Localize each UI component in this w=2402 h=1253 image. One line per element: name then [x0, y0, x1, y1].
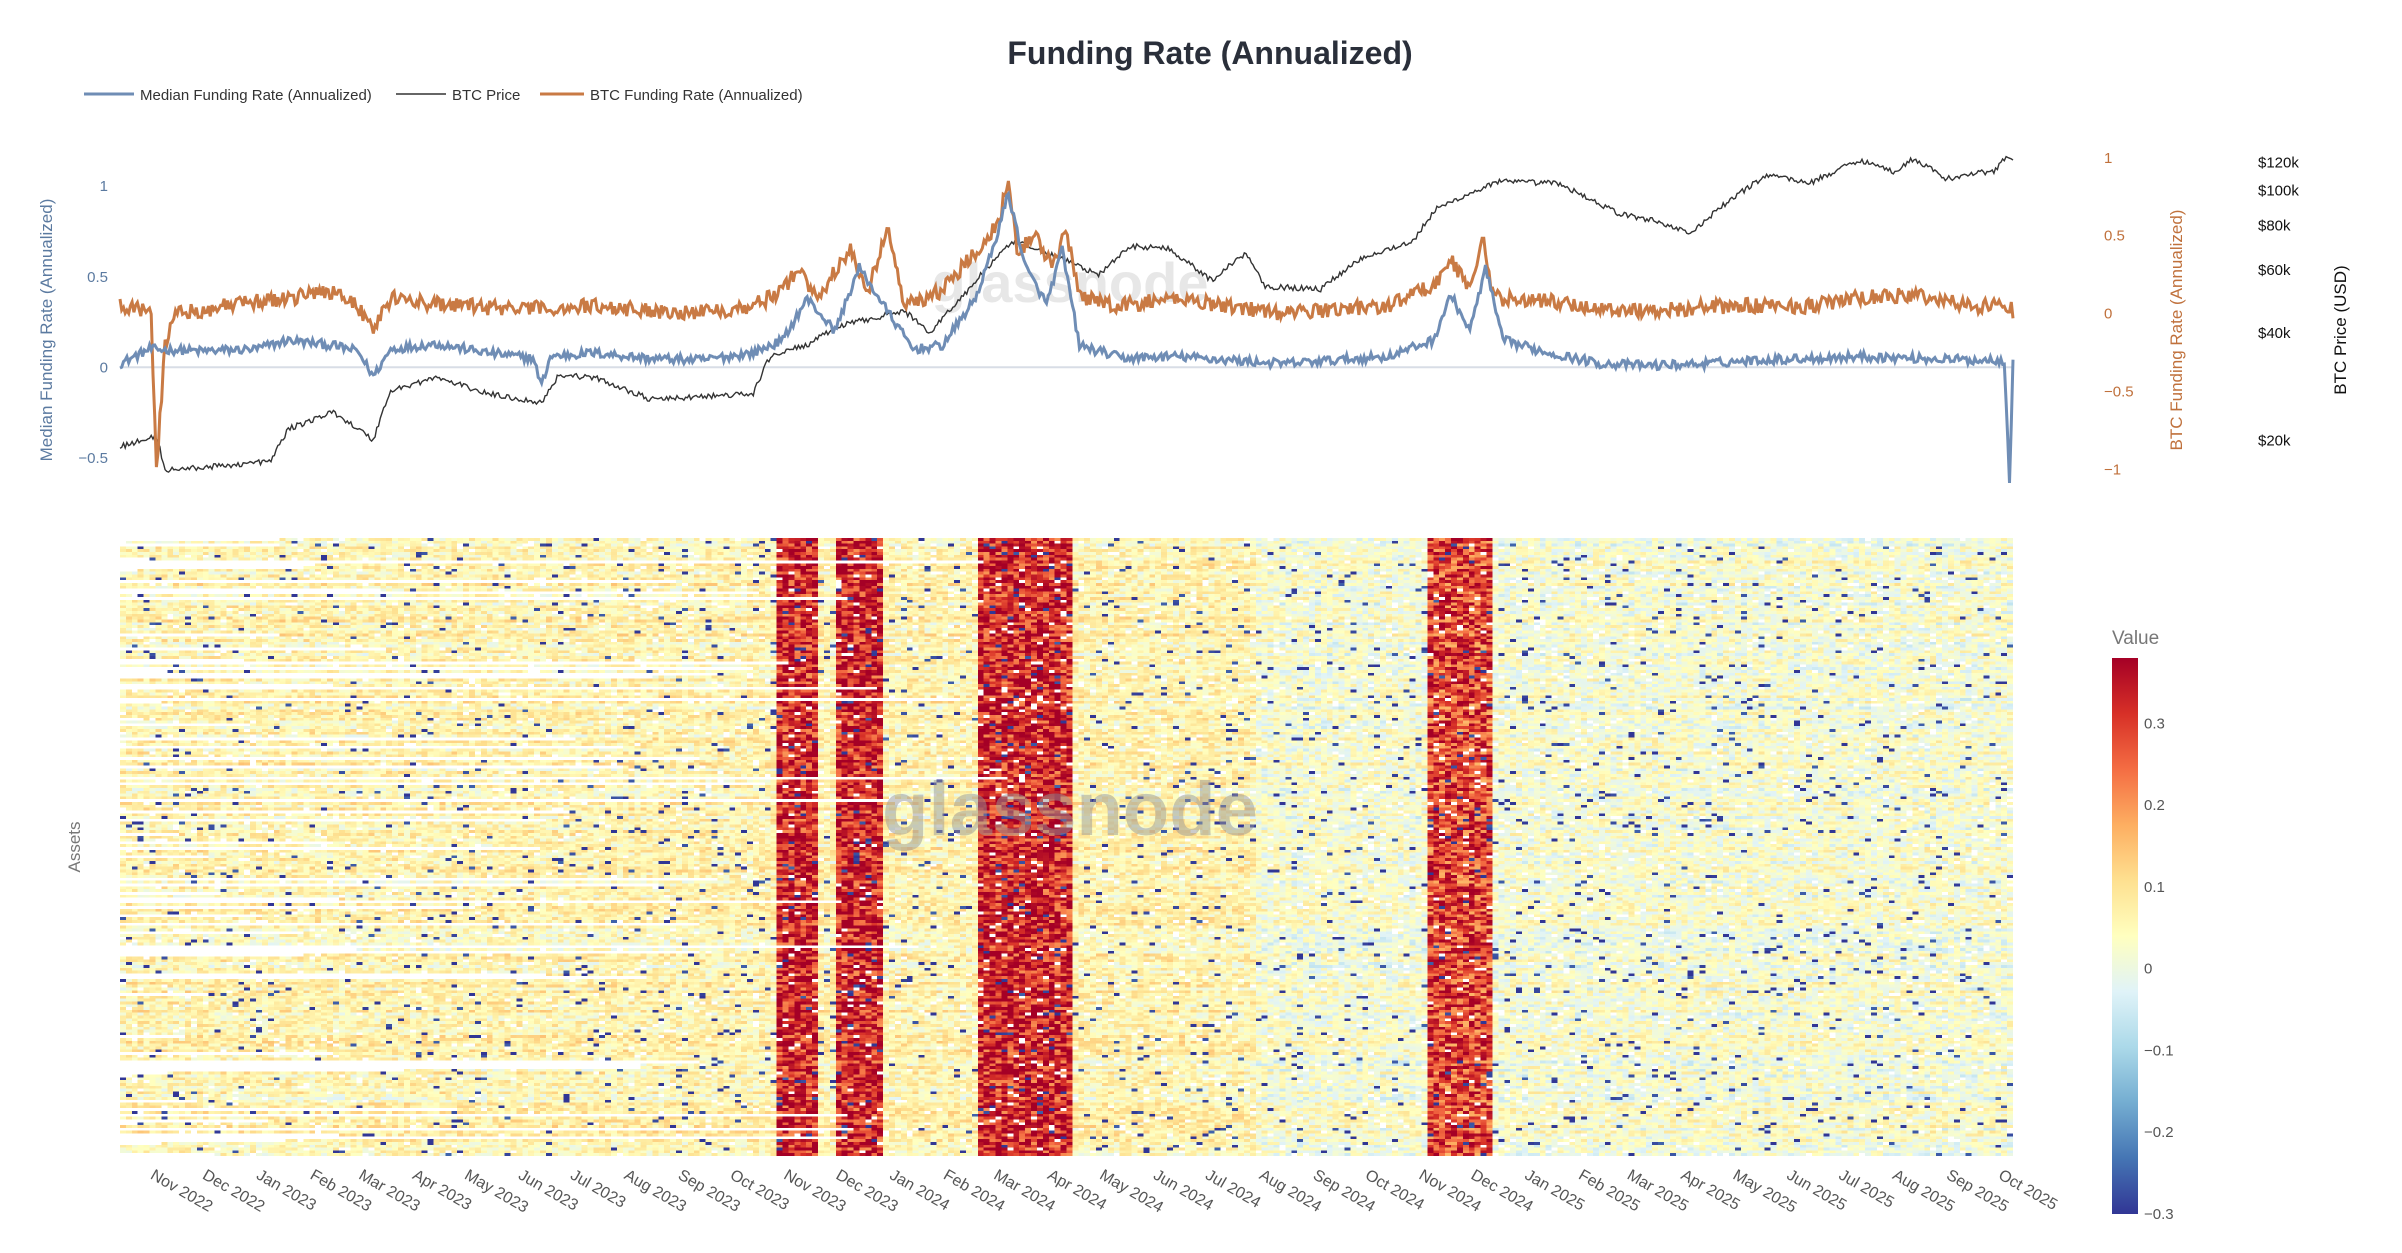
legend-label-btc-price[interactable]: BTC Price	[452, 87, 520, 104]
price-axis-title: BTC Price (USD)	[2331, 265, 2350, 394]
colorbar-tick-3: 0	[2144, 961, 2152, 978]
colorbar-tick-6: −0.3	[2144, 1206, 2174, 1223]
colorbar: Value 0.3 0.2 0.1 0 −0.1 −0.2 −0.3	[2112, 628, 2174, 1223]
btc-funding-tick-2: 0	[2104, 306, 2112, 323]
legend[interactable]: Median Funding Rate (Annualized) BTC Pri…	[84, 87, 803, 104]
heatmap-grid[interactable]	[120, 538, 2013, 1156]
price-tick-2: $80k	[2258, 217, 2291, 234]
btc-funding-tick-0: 1	[2104, 150, 2112, 167]
colorbar-title: Value	[2112, 628, 2159, 649]
median-tick-2: 0	[100, 359, 108, 376]
price-tick-1: $100k	[2258, 183, 2299, 200]
chart-title: Funding Rate (Annualized)	[1007, 35, 1412, 71]
series-line-median	[119, 190, 2015, 483]
colorbar-ticks: 0.3 0.2 0.1 0 −0.1 −0.2 −0.3	[2144, 715, 2174, 1223]
btc-funding-tick-3: −0.5	[2104, 384, 2134, 401]
colorbar-tick-4: −0.1	[2144, 1042, 2174, 1059]
btc-funding-axis-ticks: 1 0.5 0 −0.5 −1	[2104, 150, 2134, 479]
price-tick-4: $40k	[2258, 325, 2291, 342]
watermark-heatmap: glassnode	[882, 767, 1258, 852]
legend-label-btc-funding[interactable]: BTC Funding Rate (Annualized)	[590, 87, 803, 104]
heatmap-panel: glassnode Assets	[65, 538, 2013, 1156]
series-line-btc-price	[119, 155, 2014, 473]
median-tick-3: −0.5	[78, 450, 108, 467]
median-axis-title: Median Funding Rate (Annualized)	[37, 199, 56, 462]
colorbar-tick-1: 0.2	[2144, 797, 2165, 814]
x-tick-29: Apr 2025	[1678, 1167, 1743, 1214]
price-tick-5: $20k	[2258, 432, 2291, 449]
x-tick-5: Apr 2023	[409, 1167, 474, 1214]
median-axis-ticks: 1 0.5 0 −0.5	[78, 178, 108, 467]
price-axis-ticks: $120k $100k $80k $60k $40k $20k	[2258, 154, 2299, 449]
series-line-btc-funding	[118, 180, 2015, 468]
median-tick-0: 1	[100, 178, 108, 195]
btc-funding-tick-4: −1	[2104, 461, 2121, 478]
line-panel: 1 0.5 0 −0.5 1 0.5 0 −0.5 −1 $120k $100k $80k $60k…	[37, 150, 2350, 483]
legend-label-median[interactable]: Median Funding Rate (Annualized)	[140, 87, 372, 104]
btc-funding-axis-title: BTC Funding Rate (Annualized)	[2167, 210, 2186, 451]
colorbar-tick-5: −0.2	[2144, 1124, 2174, 1141]
price-tick-0: $120k	[2258, 154, 2299, 171]
heatmap-y-axis-title: Assets	[65, 821, 84, 872]
x-tick-17: Apr 2024	[1045, 1167, 1110, 1214]
price-tick-3: $60k	[2258, 262, 2291, 279]
colorbar-gradient	[2112, 658, 2138, 1214]
colorbar-tick-0: 0.3	[2144, 715, 2165, 732]
colorbar-tick-2: 0.1	[2144, 879, 2165, 896]
btc-funding-tick-1: 0.5	[2104, 228, 2125, 245]
median-tick-1: 0.5	[87, 269, 108, 286]
